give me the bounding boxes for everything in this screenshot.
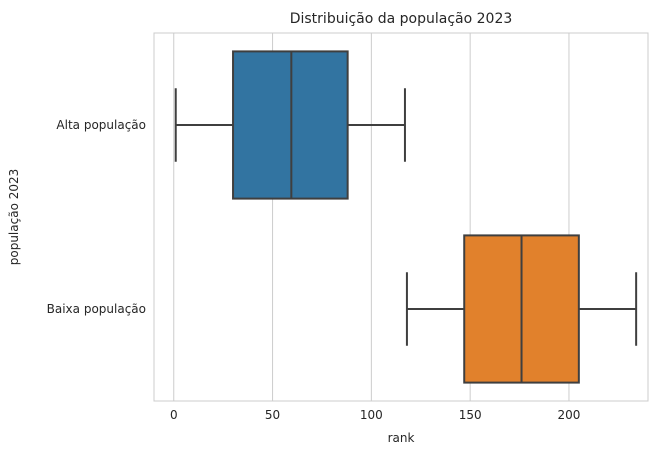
y-tick-label: Alta população bbox=[56, 118, 146, 132]
chart-title: Distribuição da população 2023 bbox=[290, 11, 513, 27]
y-axis-ticks: Alta população Baixa população bbox=[47, 118, 146, 316]
x-axis-ticks: 0 50 100 150 200 bbox=[170, 408, 580, 422]
x-tick-label: 200 bbox=[558, 408, 581, 422]
x-tick-label: 0 bbox=[170, 408, 178, 422]
y-axis-label: população 2023 bbox=[7, 169, 21, 266]
x-axis-label: rank bbox=[388, 431, 415, 445]
y-tick-label: Baixa população bbox=[47, 302, 146, 316]
x-tick-label: 150 bbox=[459, 408, 482, 422]
x-tick-label: 100 bbox=[360, 408, 383, 422]
boxes-layer bbox=[174, 50, 638, 384]
x-tick-label: 50 bbox=[265, 408, 280, 422]
